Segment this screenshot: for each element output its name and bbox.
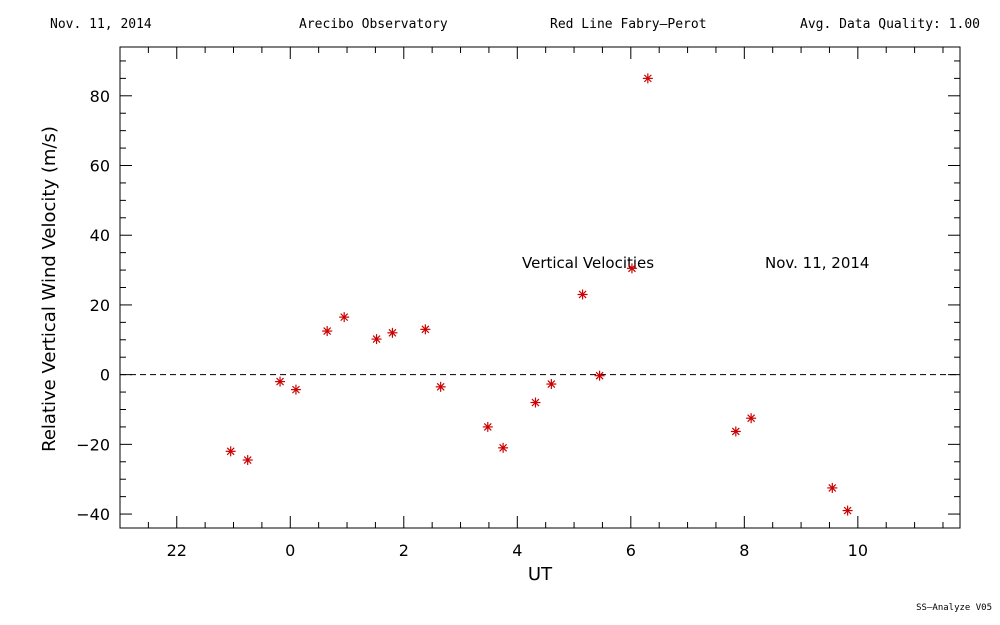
data-point bbox=[594, 370, 605, 381]
x-tick-label: 6 bbox=[626, 541, 636, 560]
data-point bbox=[225, 446, 236, 457]
chart-annotation-date: Nov. 11, 2014 bbox=[765, 254, 869, 272]
x-tick-labels: 22 0 2 4 6 8 10 bbox=[167, 541, 868, 560]
x-tick-label: 22 bbox=[167, 541, 187, 560]
data-point bbox=[290, 384, 301, 395]
y-tick-labels: −40 −20 0 20 40 60 80 bbox=[76, 87, 110, 524]
data-point bbox=[339, 312, 350, 323]
data-point bbox=[482, 421, 493, 432]
x-tick-label: 10 bbox=[848, 541, 868, 560]
data-point bbox=[827, 482, 838, 493]
plot-frame bbox=[119, 46, 961, 529]
data-point bbox=[371, 334, 382, 345]
chart-annotation-title: Vertical Velocities bbox=[522, 254, 654, 272]
x-tick-label: 4 bbox=[512, 541, 522, 560]
data-points bbox=[225, 73, 853, 516]
data-point bbox=[746, 413, 757, 424]
header-data-quality: Avg. Data Quality: 1.00 bbox=[800, 17, 981, 32]
data-point bbox=[577, 289, 588, 300]
data-point bbox=[842, 505, 853, 516]
data-point bbox=[730, 426, 741, 437]
data-point bbox=[546, 379, 557, 390]
data-point bbox=[530, 397, 541, 408]
data-point bbox=[420, 324, 431, 335]
y-tick-label: 40 bbox=[90, 226, 110, 245]
y-tick-label: −40 bbox=[76, 505, 110, 524]
header-instrument: Red Line Fabry–Perot bbox=[550, 17, 707, 32]
data-point bbox=[387, 327, 398, 338]
y-tick-label: 80 bbox=[90, 87, 110, 106]
axis-ticks bbox=[119, 47, 960, 528]
data-point bbox=[275, 376, 286, 387]
y-tick-label: 0 bbox=[100, 366, 110, 385]
x-tick-label: 8 bbox=[739, 541, 749, 560]
x-tick-label: 0 bbox=[285, 541, 295, 560]
software-version: SS–Analyze V05 bbox=[916, 603, 992, 613]
x-axis-label: UT bbox=[528, 564, 553, 585]
header-date: Nov. 11, 2014 bbox=[50, 17, 152, 32]
y-tick-label: 60 bbox=[90, 157, 110, 176]
header-site: Arecibo Observatory bbox=[299, 17, 448, 32]
data-point bbox=[322, 326, 333, 337]
x-tick-label: 2 bbox=[399, 541, 409, 560]
data-point bbox=[642, 73, 653, 84]
y-axis-label: Relative Vertical Wind Velocity (m/s) bbox=[39, 126, 60, 452]
y-tick-label: −20 bbox=[76, 435, 110, 454]
data-point bbox=[626, 263, 637, 274]
y-tick-label: 20 bbox=[90, 296, 110, 315]
data-point bbox=[242, 455, 253, 466]
data-point bbox=[498, 442, 509, 453]
data-point bbox=[435, 381, 446, 392]
